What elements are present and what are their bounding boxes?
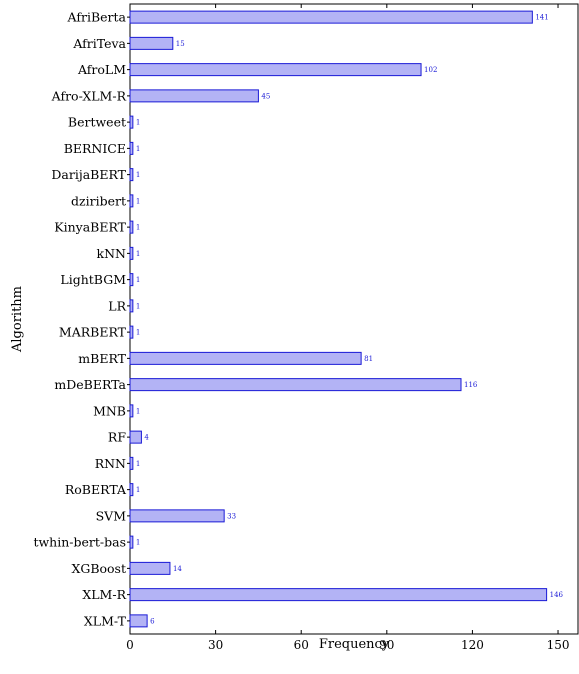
bar-value-label: 81 bbox=[364, 355, 373, 363]
bar bbox=[129, 588, 548, 602]
x-tick-label: 150 bbox=[547, 638, 570, 652]
category-label: XLM-R bbox=[82, 587, 126, 602]
bar bbox=[129, 246, 134, 260]
bar-value-label: 1 bbox=[136, 539, 140, 547]
category-label: RoBERTA bbox=[65, 482, 127, 497]
bar bbox=[129, 404, 134, 418]
category-label: AfroLM bbox=[77, 62, 126, 77]
category-label: LightBGM bbox=[60, 272, 126, 287]
bar-value-label: 1 bbox=[136, 197, 140, 205]
bar bbox=[129, 535, 134, 549]
x-axis-ticks: 0 30 60 90 120 150 bbox=[126, 4, 569, 652]
category-label: BERNICE bbox=[64, 141, 126, 156]
bar bbox=[129, 10, 533, 24]
category-label: SVM bbox=[96, 508, 127, 523]
category-label: LR bbox=[108, 298, 126, 313]
bar-value-label: 15 bbox=[176, 40, 185, 48]
bar bbox=[129, 325, 134, 339]
bar-value-label: 1 bbox=[136, 486, 140, 494]
category-label: Afro-XLM-R bbox=[51, 88, 127, 103]
category-label: twhin-bert-bas bbox=[33, 535, 126, 550]
bar bbox=[129, 63, 422, 77]
bar-value-label: 102 bbox=[424, 66, 437, 74]
bar-value-label: 6 bbox=[150, 617, 155, 625]
bar-value-label: 33 bbox=[227, 512, 236, 520]
category-label: DarijaBERT bbox=[51, 167, 126, 182]
bar-value-label: 1 bbox=[136, 145, 140, 153]
bar-value-label: 1 bbox=[136, 329, 140, 337]
bar bbox=[129, 299, 134, 313]
x-tick-label: 60 bbox=[294, 638, 309, 652]
bar bbox=[129, 168, 134, 182]
category-label: AfriBerta bbox=[67, 10, 127, 25]
bar-value-label: 1 bbox=[136, 250, 140, 258]
bars-group bbox=[129, 10, 548, 628]
category-label: mDeBERTa bbox=[54, 377, 126, 392]
bar bbox=[129, 561, 171, 575]
bar bbox=[129, 115, 134, 129]
category-label: Bertweet bbox=[68, 115, 126, 130]
bar-value-label: 1 bbox=[136, 276, 140, 284]
bar bbox=[129, 194, 134, 208]
category-label: mBERT bbox=[78, 351, 126, 366]
category-label: KinyaBERT bbox=[54, 220, 126, 235]
bar-value-label: 1 bbox=[136, 407, 140, 415]
bar bbox=[129, 456, 134, 470]
bar-value-label: 4 bbox=[144, 434, 149, 442]
category-label: MARBERT bbox=[59, 325, 127, 340]
category-label: MNB bbox=[93, 403, 126, 418]
bar-value-label: 1 bbox=[136, 224, 140, 232]
bar bbox=[129, 273, 134, 287]
x-tick-label: 120 bbox=[461, 638, 484, 652]
bar-value-label: 146 bbox=[550, 591, 564, 599]
bar-value-label: 14 bbox=[173, 565, 182, 573]
bar bbox=[129, 509, 225, 523]
x-axis-title: Frequency bbox=[319, 637, 390, 652]
bar bbox=[129, 430, 142, 444]
bar-value-label: 45 bbox=[261, 92, 270, 100]
y-axis-title: Algorithm bbox=[10, 286, 25, 353]
bar bbox=[129, 36, 174, 50]
bar bbox=[129, 141, 134, 155]
bar bbox=[129, 220, 134, 234]
bar-value-label: 116 bbox=[464, 381, 478, 389]
category-label: RNN bbox=[95, 456, 126, 471]
plot-frame bbox=[129, 3, 579, 635]
category-label: AfriTeva bbox=[72, 36, 126, 51]
category-label: dziribert bbox=[71, 193, 126, 208]
category-label: XGBoost bbox=[71, 561, 126, 576]
x-tick-label: 30 bbox=[208, 638, 223, 652]
bar bbox=[129, 483, 134, 497]
category-label: XLM-T bbox=[84, 613, 127, 628]
bar-value-label: 1 bbox=[136, 460, 140, 468]
bar-value-label: 1 bbox=[136, 171, 140, 179]
bar-value-label: 141 bbox=[535, 14, 548, 22]
category-label: kNN bbox=[97, 246, 127, 261]
x-tick-label: 90 bbox=[379, 638, 394, 652]
bar-value-label: 1 bbox=[136, 119, 140, 127]
bar bbox=[129, 614, 148, 628]
bar bbox=[129, 351, 362, 365]
bar bbox=[129, 89, 259, 103]
category-label: RF bbox=[108, 430, 126, 445]
bar-value-label: 1 bbox=[136, 302, 140, 310]
bar bbox=[129, 378, 462, 392]
x-tick-label: 0 bbox=[126, 638, 134, 652]
y-axis-ticks: AfriBerta AfriTeva AfroLM Afro-XLM-R Bertwee… bbox=[33, 10, 130, 628]
